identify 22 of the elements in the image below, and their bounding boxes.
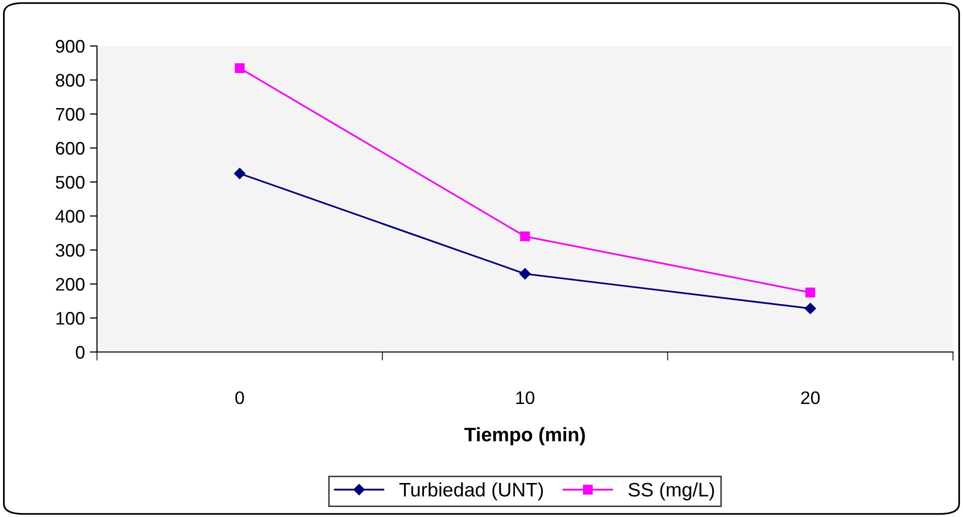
point <box>805 288 816 298</box>
x-tick-label: 0 <box>235 391 244 404</box>
y-tick-label: 500 <box>56 176 84 189</box>
point <box>520 232 530 242</box>
point <box>519 268 531 280</box>
y-tick-label: 100 <box>56 312 84 325</box>
y-tick-label: 200 <box>56 278 84 291</box>
y-tick-label: 700 <box>56 108 84 121</box>
point <box>234 168 246 180</box>
point <box>234 63 245 73</box>
point <box>804 302 816 314</box>
y-tick-label: 0 <box>76 346 84 359</box>
x-axis-title: Tiempo (min) <box>464 427 585 446</box>
y-tick-label: 900 <box>56 40 84 53</box>
legend-label: Turbiedad (UNT) <box>399 482 543 500</box>
y-tick-label: 400 <box>55 210 84 223</box>
x-tick-label: 10 <box>516 391 534 404</box>
y-tick-label: 300 <box>56 244 84 257</box>
x-tick-label: 20 <box>801 391 820 404</box>
y-tick-label: 800 <box>56 74 84 87</box>
y-tick-label: 600 <box>56 142 84 155</box>
legend-label: SS (mg/L) <box>628 482 714 500</box>
